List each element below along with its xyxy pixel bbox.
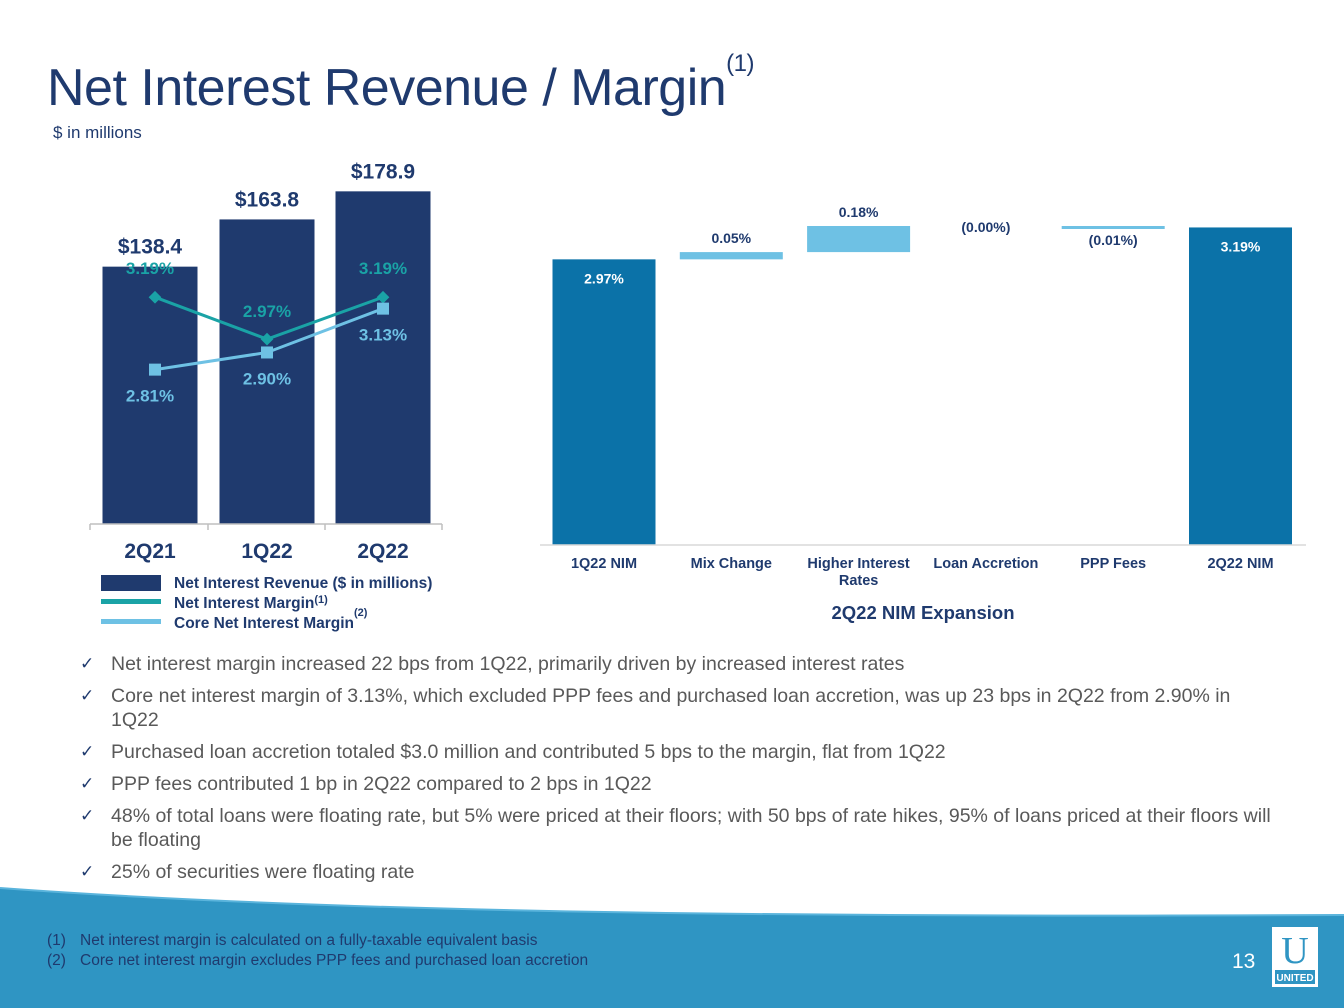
waterfall-category-label: Loan Accretion bbox=[933, 556, 1038, 572]
bullet-text: Core net interest margin of 3.13%, which… bbox=[111, 685, 1231, 731]
bullet-item: ✓ Net interest margin increased 22 bps fr… bbox=[80, 652, 1280, 676]
units-subtitle: $ in millions bbox=[53, 123, 142, 142]
footnote-1: (1) Net interest margin is calculated on … bbox=[47, 931, 588, 951]
core-nim-marker bbox=[377, 302, 389, 315]
category-label-line: Mix Change bbox=[691, 556, 772, 572]
x-tick-label: 1Q22 bbox=[241, 540, 292, 563]
waterfall-delta-bar bbox=[1061, 226, 1165, 229]
core-nim-label: 2.81% bbox=[126, 387, 174, 406]
net-interest-revenue-chart: $138.4 $163.8 $178.9 2Q21 1Q22 2Q22 3.19% 2.9… bbox=[89, 160, 443, 632]
waterfall-value-label: (0.01%) bbox=[1089, 232, 1138, 248]
x-tick-label: 2Q21 bbox=[124, 540, 176, 563]
checkmark-icon: ✓ bbox=[80, 806, 95, 825]
core-nim-marker bbox=[261, 346, 273, 359]
page-number: 13 bbox=[1232, 950, 1256, 973]
legend-footnote-marker: (1) bbox=[314, 594, 328, 606]
checkmark-icon: ✓ bbox=[80, 686, 95, 705]
bullet-item: ✓ 25% of securities were floating rate bbox=[80, 860, 1280, 884]
footnote-text: Net interest margin is calculated on a f… bbox=[80, 932, 538, 949]
core-nim-label: 3.13% bbox=[359, 326, 407, 345]
category-label-line: Higher Interest bbox=[807, 556, 909, 572]
footnotes: (1) Net interest margin is calculated on … bbox=[47, 931, 588, 971]
waterfall-category-label: PPP Fees bbox=[1080, 556, 1146, 572]
revenue-bar bbox=[335, 191, 431, 524]
waterfall-delta-bar bbox=[679, 252, 783, 260]
category-label-line: Rates bbox=[839, 573, 879, 589]
legend-swatch-nim bbox=[101, 599, 161, 604]
waterfall-category-label: Mix Change bbox=[691, 556, 772, 572]
legend-label-revenue: Net Interest Revenue ($ in millions) bbox=[174, 575, 432, 592]
waterfall-category-label: Higher Interest Rates bbox=[807, 556, 909, 589]
bullet-text: Net interest margin increased 22 bps fro… bbox=[111, 653, 905, 675]
footnote-number: (2) bbox=[47, 952, 66, 969]
footer-wave-shape bbox=[0, 888, 1344, 1008]
legend-swatch-revenue bbox=[101, 575, 161, 591]
checkmark-icon: ✓ bbox=[80, 774, 95, 793]
category-label-line: 2Q22 NIM bbox=[1207, 556, 1273, 572]
nim-label: 2.97% bbox=[243, 302, 291, 321]
waterfall-value-label: 0.05% bbox=[711, 230, 751, 246]
nim-marker bbox=[260, 332, 274, 346]
nim-marker bbox=[376, 290, 390, 304]
category-label-line: 1Q22 NIM bbox=[571, 556, 637, 572]
category-label-line: PPP Fees bbox=[1080, 556, 1146, 572]
waterfall-total-bar bbox=[1189, 227, 1292, 545]
core-nim-marker bbox=[149, 363, 161, 376]
nim-label: 3.19% bbox=[126, 259, 174, 278]
revenue-bar-label: $138.4 bbox=[118, 236, 183, 259]
waterfall-value-label: 0.18% bbox=[839, 204, 879, 220]
logo-text: UNITED bbox=[1276, 973, 1313, 984]
bullet-item: ✓ 48% of total loans were floating rate, … bbox=[80, 804, 1280, 852]
revenue-bar bbox=[219, 219, 315, 524]
waterfall-category-label: 1Q22 NIM bbox=[571, 556, 637, 572]
footnote-2: (2) Core net interest margin excludes PPP… bbox=[47, 951, 588, 971]
nim-waterfall-chart: 1Q22 NIM Mix Change Higher Interest Rates Lo… bbox=[540, 204, 1306, 623]
checkmark-icon: ✓ bbox=[80, 654, 95, 673]
legend-swatch-core-nim bbox=[101, 619, 161, 624]
footer-wave-highlight bbox=[0, 887, 1344, 917]
checkmark-icon: ✓ bbox=[80, 742, 95, 761]
footnote-number: (1) bbox=[47, 932, 66, 949]
bullet-text: PPP fees contributed 1 bp in 2Q22 compar… bbox=[111, 773, 652, 795]
waterfall-category-label: 2Q22 NIM bbox=[1207, 556, 1273, 572]
title-footnote-marker: (1) bbox=[726, 50, 755, 77]
legend-label-nim: Net Interest Margin(1) bbox=[174, 594, 328, 612]
waterfall-delta-bar bbox=[807, 226, 911, 253]
revenue-bar-label: $163.8 bbox=[235, 188, 300, 211]
waterfall-title: 2Q22 NIM Expansion bbox=[832, 602, 1015, 623]
bullet-text: Purchased loan accretion totaled $3.0 mi… bbox=[111, 741, 946, 763]
slide-title: Net Interest Revenue / Margin(1) bbox=[47, 50, 755, 118]
revenue-bar-label: $178.9 bbox=[351, 160, 415, 183]
waterfall-value-label: (0.00%) bbox=[961, 219, 1010, 235]
checkmark-icon: ✓ bbox=[80, 862, 95, 881]
legend-footnote-marker: (2) bbox=[354, 607, 368, 619]
bullet-item: ✓ PPP fees contributed 1 bp in 2Q22 compa… bbox=[80, 772, 1280, 796]
core-nim-label: 2.90% bbox=[243, 369, 291, 388]
key-points-list: ✓ Net interest margin increased 22 bps fr… bbox=[80, 652, 1280, 892]
waterfall-total-bar bbox=[552, 259, 656, 545]
footer-band bbox=[0, 887, 1344, 1008]
bullet-text: 48% of total loans were floating rate, b… bbox=[111, 805, 1271, 851]
category-label-line: Loan Accretion bbox=[933, 556, 1038, 572]
bullet-text: 25% of securities were floating rate bbox=[111, 861, 415, 883]
united-logo: U UNITED bbox=[1272, 927, 1318, 987]
logo-band bbox=[1275, 970, 1315, 984]
waterfall-value-label: 3.19% bbox=[1221, 238, 1261, 254]
logo-letter: U bbox=[1281, 930, 1308, 972]
bullet-item: ✓ Core net interest margin of 3.13%, whic… bbox=[80, 684, 1280, 732]
logo-top bbox=[1275, 930, 1315, 966]
slide-title-text: Net Interest Revenue / Margin bbox=[47, 59, 727, 117]
revenue-bar bbox=[102, 266, 198, 524]
waterfall-value-label: 2.97% bbox=[584, 270, 624, 286]
x-tick-label: 2Q22 bbox=[357, 540, 408, 563]
nim-label: 3.19% bbox=[359, 259, 407, 278]
bullet-item: ✓ Purchased loan accretion totaled $3.0 m… bbox=[80, 740, 1280, 764]
footnote-text: Core net interest margin excludes PPP fe… bbox=[80, 952, 589, 969]
